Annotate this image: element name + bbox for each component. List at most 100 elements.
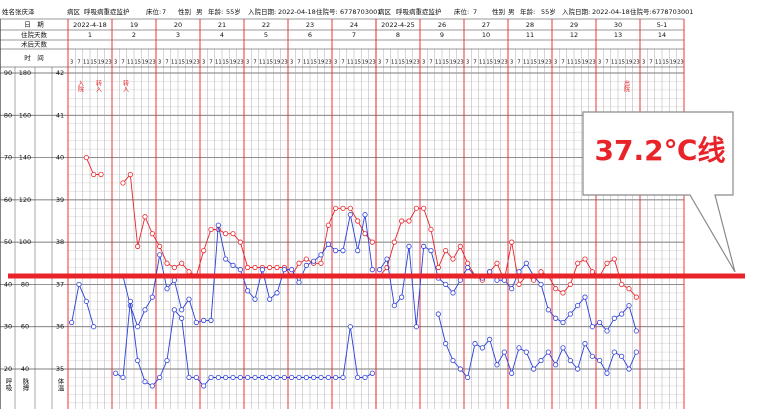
data-point: [340, 205, 346, 211]
time-label: 3: [290, 60, 293, 66]
header-field: 性别: [492, 7, 505, 16]
data-point: [318, 260, 324, 266]
data-point: [355, 218, 361, 224]
hospital-day: 5: [264, 31, 268, 39]
data-point: [399, 218, 405, 224]
time-label: 7: [561, 60, 564, 66]
hospital-day: 4: [220, 31, 224, 39]
data-point: [538, 269, 544, 275]
time-label: 19: [450, 60, 457, 66]
data-point: [237, 239, 243, 245]
data-point: [267, 264, 273, 271]
time-label: 7: [517, 60, 520, 66]
data-point: [164, 260, 170, 266]
data-point: [421, 205, 427, 211]
data-point: [157, 252, 163, 258]
axis-title: 体温: [56, 377, 64, 393]
temperature-tick-label: 41: [56, 111, 64, 119]
data-point: [560, 319, 566, 326]
data-point: [633, 328, 639, 334]
respiration-tick-label: 70: [4, 154, 12, 162]
time-label: 23: [457, 60, 464, 66]
header-field: 呼吸病重症监护: [396, 7, 442, 16]
data-point: [303, 256, 309, 262]
data-point: [347, 205, 353, 211]
data-point: [267, 374, 273, 381]
time-label: 11: [479, 60, 486, 66]
data-point: [230, 231, 236, 237]
data-point: [149, 294, 155, 300]
pulse-tick-label: 180: [19, 69, 31, 77]
data-point: [333, 205, 339, 211]
time-label: 23: [325, 60, 332, 66]
data-point: [487, 336, 493, 342]
data-point: [604, 328, 610, 334]
time-label: 11: [303, 60, 310, 66]
data-point: [186, 269, 192, 275]
respiration-tick-label: 50: [4, 238, 12, 246]
time-label: 3: [202, 60, 205, 66]
header-field: 55岁: [226, 7, 241, 16]
data-point: [91, 171, 97, 178]
data-point: [575, 260, 581, 266]
data-point: [582, 294, 588, 300]
time-label: 11: [523, 60, 530, 66]
data-point: [399, 294, 405, 300]
data-point: [457, 277, 463, 283]
data-point: [179, 260, 185, 266]
data-point: [83, 154, 89, 161]
data-point: [516, 269, 522, 275]
header-field: 住院号:: [630, 7, 652, 16]
data-point: [545, 307, 551, 313]
data-point: [611, 349, 617, 355]
data-point: [127, 298, 133, 304]
data-point: [149, 383, 155, 389]
data-point: [223, 231, 229, 237]
data-point: [494, 260, 500, 266]
data-point: [69, 319, 75, 326]
data-point: [633, 294, 639, 300]
axis-title: 呼吸: [4, 377, 12, 393]
data-point: [479, 345, 485, 351]
data-point: [611, 315, 617, 321]
time-label: 3: [642, 60, 645, 66]
annotation: 入院: [77, 80, 84, 93]
data-point: [274, 290, 280, 296]
date: 27: [482, 21, 490, 29]
time-label: 23: [105, 60, 112, 66]
data-point: [340, 374, 346, 381]
data-point: [179, 307, 185, 313]
time-label: 23: [149, 60, 156, 66]
data-point: [465, 374, 471, 381]
time-label: 15: [574, 60, 581, 66]
data-point: [553, 286, 559, 292]
header-field: 2022-04-18: [592, 8, 630, 16]
data-point: [245, 374, 251, 381]
hospital-day: 6: [308, 31, 312, 39]
axis-title: 脉搏: [21, 377, 29, 393]
data-point: [333, 374, 339, 381]
time-label: 15: [486, 60, 493, 66]
data-point: [303, 374, 309, 381]
data-point: [362, 374, 368, 381]
time-label: 11: [259, 60, 266, 66]
time-label: 15: [90, 60, 97, 66]
data-point: [340, 248, 346, 254]
data-point: [318, 374, 324, 381]
data-point: [494, 277, 500, 283]
data-point: [171, 277, 177, 283]
data-point: [443, 341, 449, 347]
data-point: [509, 370, 515, 376]
row-label: 术后天数: [21, 40, 48, 49]
data-point: [377, 267, 383, 273]
data-point: [223, 374, 229, 381]
data-point: [560, 345, 566, 351]
data-point: [127, 171, 133, 178]
time-label: 15: [354, 60, 361, 66]
time-label: 19: [626, 60, 633, 66]
time-label: 23: [413, 60, 420, 66]
date: 28: [526, 21, 534, 29]
data-point: [428, 248, 434, 254]
temperature-tick-label: 36: [56, 323, 64, 331]
data-point: [553, 362, 559, 368]
